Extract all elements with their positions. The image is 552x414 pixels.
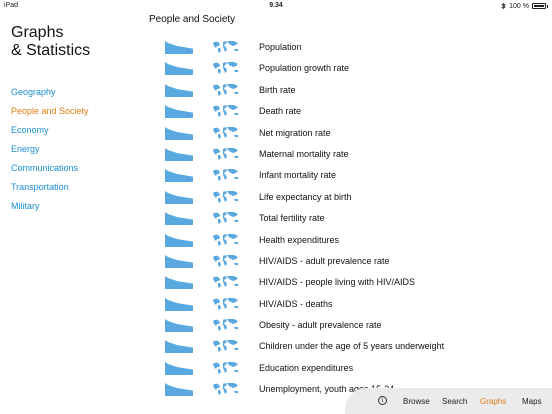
- status-bar: iPad 9.34 100 %: [0, 0, 552, 12]
- statistic-row[interactable]: HIV/AIDS - people living with HIV/AIDS: [142, 272, 552, 293]
- category-nav: Geography People and Society Economy Ene…: [11, 87, 89, 220]
- nav-item-people-and-society[interactable]: People and Society: [11, 106, 89, 116]
- world-map-icon[interactable]: [212, 318, 240, 332]
- statistic-label: Net migration rate: [259, 127, 331, 138]
- world-map-icon[interactable]: [212, 275, 240, 289]
- graph-thumbnail-icon[interactable]: [165, 104, 193, 119]
- statistic-row[interactable]: Population: [142, 37, 552, 58]
- nav-item-geography[interactable]: Geography: [11, 87, 56, 97]
- graph-thumbnail-icon[interactable]: [165, 61, 193, 76]
- graph-thumbnail-icon[interactable]: [165, 233, 193, 247]
- statistic-row[interactable]: Death rate: [142, 101, 552, 122]
- statistic-label: HIV/AIDS - adult prevalence rate: [259, 255, 390, 266]
- statistic-label: Health expenditures: [259, 234, 340, 245]
- world-map-icon[interactable]: [212, 61, 240, 75]
- world-map-icon[interactable]: [212, 297, 240, 311]
- graph-thumbnail-icon[interactable]: [165, 297, 193, 311]
- tab-browse[interactable]: Browse: [403, 397, 430, 406]
- statistic-row[interactable]: Net migration rate: [142, 123, 552, 144]
- main-content: People and Society Population Population …: [142, 12, 552, 414]
- statistic-row[interactable]: Birth rate: [142, 80, 552, 101]
- world-map-icon[interactable]: [212, 40, 240, 54]
- tab-bar: i Browse Search Graphs Maps: [345, 388, 552, 414]
- statistic-row[interactable]: Education expenditures: [142, 358, 552, 379]
- world-map-icon[interactable]: [212, 361, 240, 375]
- nav-item-energy[interactable]: Energy: [11, 144, 40, 154]
- statistic-row[interactable]: Unemployment, youth ages 15-24: [142, 379, 552, 400]
- graph-thumbnail-icon[interactable]: [165, 318, 193, 333]
- statistic-label: Death rate: [259, 106, 302, 117]
- statistic-label: HIV/AIDS - people living with HIV/AIDS: [259, 277, 416, 288]
- battery-icon: [532, 3, 546, 9]
- world-map-icon[interactable]: [212, 104, 240, 118]
- world-map-icon[interactable]: [212, 339, 240, 353]
- graph-thumbnail-icon[interactable]: [165, 361, 193, 375]
- graph-thumbnail-icon[interactable]: [165, 382, 193, 397]
- statistic-row[interactable]: Population growth rate: [142, 58, 552, 79]
- world-map-icon[interactable]: [212, 83, 240, 97]
- statistic-label: Population: [259, 42, 302, 52]
- statistic-label: Maternal mortality rate: [259, 148, 349, 159]
- graph-thumbnail-icon[interactable]: [165, 339, 193, 354]
- device-label: iPad: [4, 2, 19, 9]
- bluetooth-icon: [501, 2, 506, 10]
- statistic-label: Infant mortality rate: [259, 170, 337, 181]
- nav-item-military[interactable]: Military: [11, 201, 40, 211]
- world-map-icon[interactable]: [212, 211, 240, 225]
- graph-thumbnail-icon[interactable]: [165, 211, 193, 226]
- statistic-row[interactable]: Maternal mortality rate: [142, 144, 552, 165]
- statistic-label: Children under the age of 5 years underw…: [259, 341, 445, 352]
- statistic-row[interactable]: HIV/AIDS - adult prevalence rate: [142, 251, 552, 272]
- statistic-label: Education expenditures: [259, 362, 354, 373]
- graph-thumbnail-icon[interactable]: [165, 254, 193, 268]
- section-title: People and Society: [149, 14, 236, 25]
- world-map-icon[interactable]: [212, 233, 240, 247]
- sidebar: Graphs & Statistics Geography People and…: [0, 12, 142, 414]
- tab-search[interactable]: Search: [442, 397, 468, 406]
- statistic-row[interactable]: Health expenditures: [142, 230, 552, 251]
- graph-thumbnail-icon[interactable]: [165, 83, 193, 97]
- statistic-row[interactable]: HIV/AIDS - deaths: [142, 294, 552, 315]
- statistic-row[interactable]: Children under the age of 5 years underw…: [142, 336, 552, 357]
- statistic-row[interactable]: Total fertility rate: [142, 208, 552, 229]
- statistic-label: Life expectancy at birth: [259, 191, 352, 202]
- world-map-icon[interactable]: [212, 190, 240, 204]
- world-map-icon[interactable]: [212, 168, 240, 182]
- tab-graphs[interactable]: Graphs: [480, 397, 507, 406]
- statistic-label: HIV/AIDS - deaths: [259, 298, 333, 309]
- world-map-icon[interactable]: [212, 382, 240, 396]
- statistic-row[interactable]: Obesity - adult prevalence rate: [142, 315, 552, 336]
- info-icon[interactable]: i: [378, 396, 387, 405]
- graph-thumbnail-icon[interactable]: [165, 275, 193, 290]
- world-map-icon[interactable]: [212, 126, 240, 140]
- world-map-icon[interactable]: [212, 254, 240, 268]
- nav-item-communications[interactable]: Communications: [11, 163, 79, 173]
- statistic-label: Obesity - adult prevalence rate: [259, 320, 382, 331]
- graph-thumbnail-icon[interactable]: [165, 147, 193, 161]
- statistic-label: Unemployment, youth ages 15-24: [259, 384, 395, 395]
- statistic-row[interactable]: Life expectancy at birth: [142, 187, 552, 208]
- nav-item-transportation[interactable]: Transportation: [11, 182, 69, 192]
- world-map-icon[interactable]: [212, 147, 240, 161]
- battery-percent: 100 %: [509, 2, 529, 10]
- statistic-row[interactable]: Infant mortality rate: [142, 165, 552, 186]
- statistics-list: Population Population growth rate Birth ra…: [142, 37, 552, 401]
- nav-item-economy[interactable]: Economy: [11, 125, 49, 135]
- tab-maps[interactable]: Maps: [522, 397, 542, 406]
- app-title: Graphs & Statistics: [11, 24, 91, 59]
- graph-thumbnail-icon[interactable]: [165, 40, 193, 54]
- graph-thumbnail-icon[interactable]: [165, 126, 193, 140]
- graph-thumbnail-icon[interactable]: [165, 190, 193, 204]
- status-time: 9.34: [269, 2, 283, 9]
- graph-thumbnail-icon[interactable]: [165, 168, 193, 183]
- statistic-label: Birth rate: [259, 84, 296, 95]
- statistic-label: Total fertility rate: [259, 213, 325, 224]
- status-right: 100 %: [501, 2, 548, 10]
- statistic-label: Population growth rate: [259, 63, 350, 74]
